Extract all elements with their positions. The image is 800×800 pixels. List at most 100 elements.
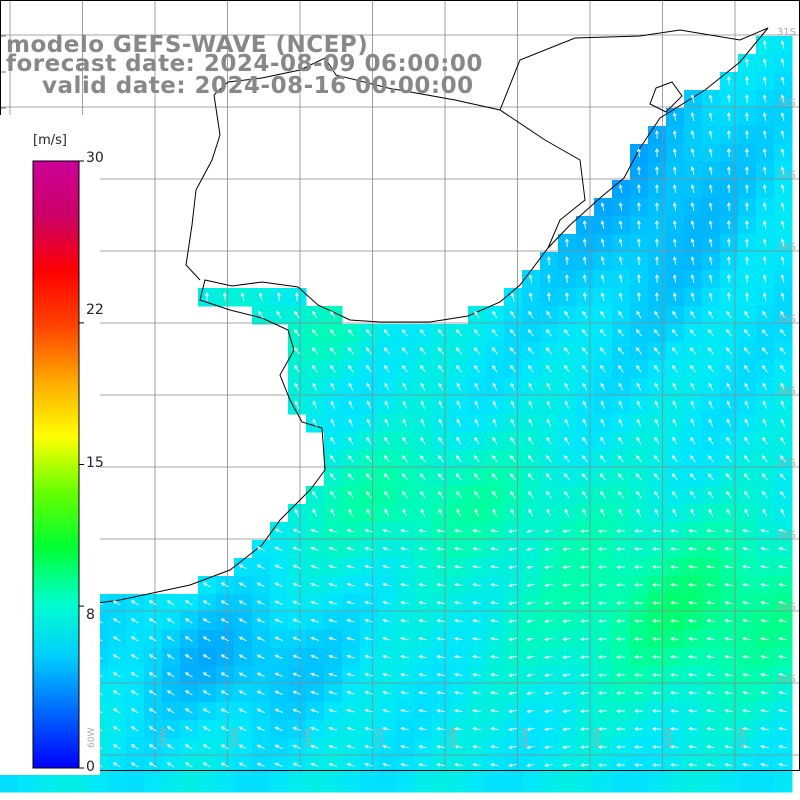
wind-arrow — [348, 400, 354, 409]
wind-arrow — [148, 636, 157, 642]
wind-arrow — [652, 528, 662, 533]
wind-arrow — [672, 310, 678, 319]
wind-arrow — [708, 310, 714, 319]
wind-arrow — [382, 546, 392, 551]
wind-arrow — [600, 508, 606, 517]
wind-arrow — [184, 708, 193, 714]
wind-arrow — [544, 655, 554, 660]
wind-arrow — [580, 745, 590, 750]
field-cell — [252, 774, 271, 793]
wind-arrow — [563, 329, 570, 337]
wind-arrow — [418, 600, 427, 605]
colorbar-tick: 8 — [86, 607, 95, 623]
wind-arrow — [294, 310, 300, 319]
wind-arrow — [330, 490, 336, 499]
wind-arrow — [598, 745, 608, 750]
wind-arrow — [491, 473, 498, 481]
wind-arrow — [436, 654, 445, 659]
wind-arrow — [202, 582, 211, 588]
wind-arrow — [382, 762, 392, 767]
wind-arrow — [220, 744, 229, 750]
wind-arrow — [456, 382, 462, 391]
wind-arrow — [509, 473, 516, 481]
wind-arrow — [708, 418, 714, 427]
wind-arrow — [618, 238, 623, 247]
wind-arrow — [508, 547, 517, 552]
wind-arrow — [670, 582, 680, 587]
wind-arrow — [780, 508, 786, 517]
field-cell — [648, 774, 667, 793]
wind-arrow — [402, 490, 408, 499]
wind-arrow — [472, 744, 482, 749]
wind-arrow — [383, 329, 390, 337]
wind-arrow — [654, 292, 659, 302]
wind-arrow — [400, 528, 409, 533]
wind-arrow — [526, 745, 535, 750]
wind-arrow — [202, 636, 211, 642]
wind-arrow — [672, 436, 678, 445]
wind-arrow — [310, 618, 319, 623]
wind-arrow — [726, 76, 731, 86]
wind-arrow — [148, 762, 157, 768]
wind-arrow — [526, 583, 535, 588]
wind-arrow — [672, 184, 677, 193]
wind-arrow — [580, 673, 590, 678]
wind-arrow — [472, 654, 482, 659]
wind-arrow — [652, 636, 662, 641]
wind-arrow — [510, 418, 516, 427]
wind-arrow — [690, 202, 695, 212]
wind-arrow — [688, 636, 698, 641]
wind-arrow — [778, 690, 787, 695]
wind-arrow — [708, 112, 713, 121]
wind-arrow — [726, 382, 732, 391]
wind-arrow — [330, 436, 336, 445]
wind-arrow — [455, 329, 462, 337]
wind-arrow — [184, 726, 193, 732]
wind-arrow — [220, 762, 229, 768]
wind-arrow — [546, 364, 552, 373]
wind-arrow — [742, 600, 751, 605]
wind-arrow — [672, 148, 677, 157]
wind-arrow — [510, 292, 515, 302]
wind-arrow — [689, 473, 696, 481]
wind-arrow — [527, 473, 534, 481]
wind-arrow — [492, 490, 498, 499]
wind-arrow — [636, 382, 642, 391]
wind-arrow — [652, 618, 662, 623]
wind-arrow — [652, 564, 662, 569]
wind-arrow — [490, 564, 500, 569]
wind-arrow — [420, 436, 426, 445]
wind-arrow — [762, 58, 767, 67]
wind-arrow — [780, 166, 785, 176]
wind-arrow — [366, 436, 372, 445]
wind-arrow — [690, 112, 695, 122]
wind-arrow — [384, 490, 390, 499]
wind-arrow — [760, 762, 769, 767]
wind-arrow — [364, 726, 374, 731]
wind-arrow — [762, 418, 768, 427]
wind-arrow — [634, 727, 644, 731]
wind-arrow — [256, 690, 265, 696]
wind-arrow — [420, 364, 426, 373]
wind-arrow — [220, 636, 229, 642]
forecast-date: forecast date: 2024-08-09 06:00:00 — [6, 51, 483, 77]
wind-arrow — [726, 220, 731, 230]
wind-arrow — [742, 672, 751, 677]
wind-arrow — [437, 473, 444, 481]
wind-arrow — [652, 600, 662, 605]
wind-arrow — [418, 726, 427, 731]
wind-arrow — [418, 546, 427, 551]
wind-arrow — [346, 582, 355, 587]
wind-arrow — [562, 655, 572, 660]
wind-arrow — [365, 455, 372, 463]
wind-arrow — [166, 618, 175, 624]
wind-arrow — [328, 744, 337, 749]
wind-arrow — [652, 726, 662, 731]
wind-arrow — [256, 672, 265, 678]
wind-arrow — [726, 274, 731, 284]
wind-arrow — [600, 220, 605, 230]
wind-arrow — [654, 220, 659, 230]
wind-arrow — [312, 382, 318, 391]
wind-arrow — [348, 382, 354, 391]
wind-arrow — [706, 582, 716, 587]
